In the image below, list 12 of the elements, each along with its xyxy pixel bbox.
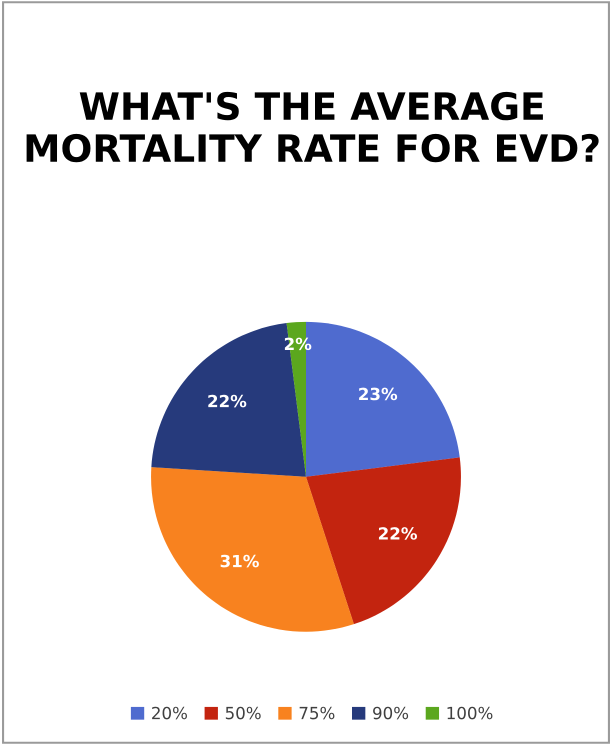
legend-label: 100% [448, 706, 492, 720]
legend-label: 75% [300, 706, 334, 720]
data-label: 22% [208, 394, 246, 408]
data-label: 23% [359, 388, 398, 400]
data-label: 31% [220, 554, 259, 568]
legend-label: 50% [226, 706, 261, 720]
pie-slice [151, 467, 354, 632]
legend-label: 20% [152, 706, 187, 720]
legend-label: 90% [373, 706, 408, 720]
chart-title: WHAT'S THE AVERAGE MORTALITY RATE FOR EVD? [26, 92, 599, 162]
pie-slice [306, 457, 461, 624]
data-label: 22% [378, 527, 417, 540]
